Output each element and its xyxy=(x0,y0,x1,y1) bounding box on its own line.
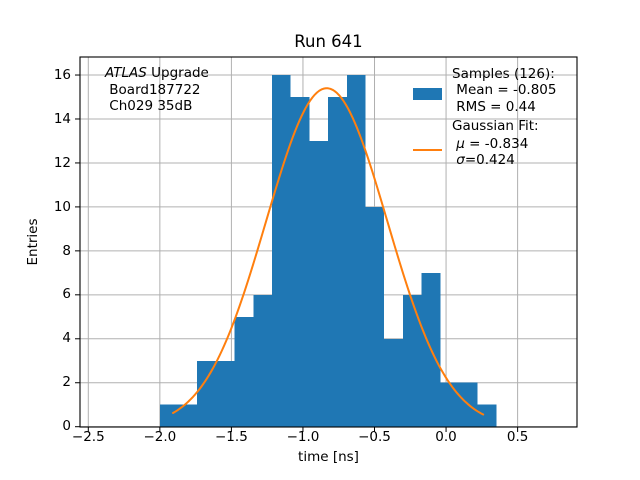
x-tick-label: −0.5 xyxy=(358,429,391,445)
histogram-bar xyxy=(234,316,254,427)
legend-mu-value: = -0.834 xyxy=(464,135,529,152)
legend-samples-rms: RMS = 0.44 xyxy=(452,98,536,115)
gaussian-fit-curve xyxy=(172,87,485,416)
y-tick-label: 16 xyxy=(53,66,71,83)
histogram-bar xyxy=(253,294,273,427)
x-axis-label: time [ns] xyxy=(298,449,359,465)
histogram-bar xyxy=(402,294,422,427)
legend-samples-header: Samples (126): xyxy=(452,65,555,82)
y-tick-label: 8 xyxy=(62,242,71,259)
x-tick-label: −2.5 xyxy=(71,429,105,445)
histogram-bar xyxy=(272,75,291,427)
annotation-upgrade: Upgrade xyxy=(146,65,209,81)
x-tick-label: 0.0 xyxy=(435,429,457,445)
legend-swatch-samples xyxy=(413,88,442,100)
x-tick-label: −2.0 xyxy=(143,429,177,445)
legend-samples-mean: Mean = -0.805 xyxy=(452,82,557,99)
legend-fit-mu: μ = -0.834 xyxy=(452,136,528,153)
legend-sigma-value: =0.424 xyxy=(464,152,515,169)
legend-fit-header: Gaussian Fit: xyxy=(452,117,539,134)
y-tick-label: 2 xyxy=(62,374,71,391)
histogram-bar xyxy=(365,206,385,427)
chart-title: Run 641 xyxy=(294,32,363,51)
histogram-bar xyxy=(215,360,235,427)
histogram-bar xyxy=(197,360,216,427)
annotation-block: ATLAS Upgrade Board187722 Ch029 35dB xyxy=(105,65,209,115)
histogram-bar xyxy=(328,97,347,427)
y-tick-label: 14 xyxy=(53,110,71,127)
y-tick-label: 10 xyxy=(53,198,71,215)
histogram-bar xyxy=(440,382,460,427)
y-tick-label: 0 xyxy=(62,418,71,435)
histogram-bar xyxy=(477,404,497,427)
axes-frame xyxy=(79,56,578,428)
legend-mu-symbol: μ xyxy=(456,135,465,152)
legend-line-gaussian-fit xyxy=(413,148,442,151)
y-tick-label: 4 xyxy=(62,330,71,347)
y-tick-label: 12 xyxy=(53,154,71,171)
y-tick-label: 6 xyxy=(62,286,71,303)
x-tick-label: −1.5 xyxy=(215,429,248,445)
histogram-bar xyxy=(159,404,179,427)
x-tick-label: −1.0 xyxy=(286,429,320,445)
legend-sigma-symbol: σ xyxy=(456,152,465,169)
annotation-experiment: ATLAS xyxy=(105,65,147,81)
annotation-channel: Ch029 35dB xyxy=(105,98,193,115)
annotation-board: Board187722 xyxy=(105,81,201,98)
histogram-bar xyxy=(290,97,310,427)
histogram-bar xyxy=(384,338,403,427)
histogram-bar xyxy=(178,404,198,427)
histogram-bar xyxy=(309,140,329,427)
x-tick-label: 0.5 xyxy=(506,429,529,445)
histogram-bar xyxy=(346,75,366,427)
legend-fit-sigma: σ=0.424 xyxy=(452,152,515,169)
